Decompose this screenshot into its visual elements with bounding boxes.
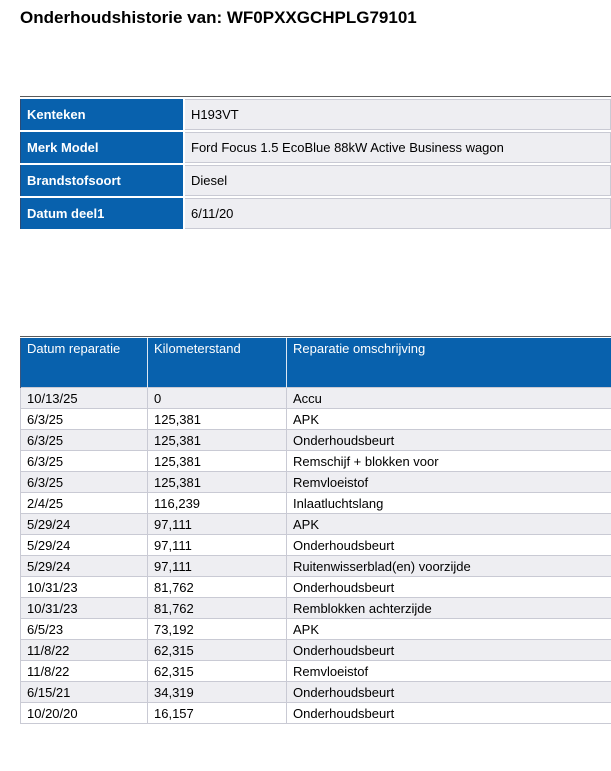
repair-description-cell: Onderhoudsbeurt (286, 576, 611, 598)
repair-history-table: Datum reparatie Kilometerstand Reparatie o… (20, 336, 611, 724)
repair-date-cell: 10/31/23 (20, 597, 148, 619)
table-row: 5/29/24 97,111 Onderhoudsbeurt (20, 534, 611, 556)
odometer-cell: 34,319 (147, 681, 287, 703)
repair-description-cell: Ruitenwisserblad(en) voorzijde (286, 555, 611, 577)
odometer-cell: 97,111 (147, 534, 287, 556)
repair-description-cell: Onderhoudsbeurt (286, 639, 611, 661)
odometer-cell: 81,762 (147, 597, 287, 619)
vehicle-info-row: Brandstofsoort Diesel (20, 165, 611, 196)
odometer-cell: 62,315 (147, 660, 287, 682)
repair-date-cell: 6/3/25 (20, 408, 148, 430)
vehicle-info-label: Kenteken (20, 99, 183, 130)
repair-description-cell: Onderhoudsbeurt (286, 702, 611, 724)
odometer-cell: 125,381 (147, 408, 287, 430)
vehicle-info-value: Diesel (185, 165, 611, 196)
vehicle-info-label: Datum deel1 (20, 198, 183, 229)
column-header: Datum reparatie (20, 338, 148, 388)
page-title: Onderhoudshistorie van: WF0PXXGCHPLG7910… (20, 8, 417, 27)
vehicle-info-label: Merk Model (20, 132, 183, 163)
table-row: 11/8/22 62,315 Onderhoudsbeurt (20, 639, 611, 661)
table-row: 10/31/23 81,762 Remblokken achterzijde (20, 597, 611, 619)
table-row: 6/3/25 125,381 Remschijf + blokken voor (20, 450, 611, 472)
vehicle-info-label: Brandstofsoort (20, 165, 183, 196)
repair-date-cell: 6/15/21 (20, 681, 148, 703)
table-row: 2/4/25 116,239 Inlaatluchtslang (20, 492, 611, 514)
repair-description-cell: Accu (286, 387, 611, 409)
table-row: 10/31/23 81,762 Onderhoudsbeurt (20, 576, 611, 598)
repair-date-cell: 10/13/25 (20, 387, 148, 409)
repair-date-cell: 6/5/23 (20, 618, 148, 640)
vehicle-info-value: H193VT (185, 99, 611, 130)
repair-date-cell: 5/29/24 (20, 513, 148, 535)
repair-date-cell: 11/8/22 (20, 660, 148, 682)
repair-date-cell: 5/29/24 (20, 555, 148, 577)
column-header: Kilometerstand (147, 338, 287, 388)
odometer-cell: 125,381 (147, 471, 287, 493)
odometer-cell: 97,111 (147, 555, 287, 577)
repair-description-cell: Onderhoudsbeurt (286, 534, 611, 556)
table-row: 6/3/25 125,381 Onderhoudsbeurt (20, 429, 611, 451)
odometer-cell: 73,192 (147, 618, 287, 640)
table-row: 10/13/25 0 Accu (20, 387, 611, 409)
vehicle-info-value: Ford Focus 1.5 EcoBlue 88kW Active Busin… (185, 132, 611, 163)
vehicle-info-value: 6/11/20 (185, 198, 611, 229)
repair-description-cell: Inlaatluchtslang (286, 492, 611, 514)
repair-description-cell: Remvloeistof (286, 660, 611, 682)
repair-date-cell: 6/3/25 (20, 471, 148, 493)
repair-history-header-row: Datum reparatie Kilometerstand Reparatie o… (20, 338, 611, 388)
table-row: 6/15/21 34,319 Onderhoudsbeurt (20, 681, 611, 703)
odometer-cell: 81,762 (147, 576, 287, 598)
repair-description-cell: Onderhoudsbeurt (286, 681, 611, 703)
repair-date-cell: 6/3/25 (20, 429, 148, 451)
odometer-cell: 116,239 (147, 492, 287, 514)
repair-description-cell: APK (286, 408, 611, 430)
repair-date-cell: 10/31/23 (20, 576, 148, 598)
vehicle-info-row: Kenteken H193VT (20, 99, 611, 130)
table-row: 6/5/23 73,192 APK (20, 618, 611, 640)
odometer-cell: 0 (147, 387, 287, 409)
odometer-cell: 16,157 (147, 702, 287, 724)
repair-date-cell: 2/4/25 (20, 492, 148, 514)
odometer-cell: 97,111 (147, 513, 287, 535)
vehicle-info-table: Kenteken H193VT Merk Model Ford Focus 1.5 E… (20, 96, 611, 231)
table-row: 11/8/22 62,315 Remvloeistof (20, 660, 611, 682)
repair-description-cell: APK (286, 618, 611, 640)
repair-date-cell: 10/20/20 (20, 702, 148, 724)
table-row: 6/3/25 125,381 Remvloeistof (20, 471, 611, 493)
repair-date-cell: 5/29/24 (20, 534, 148, 556)
repair-description-cell: Remschijf + blokken voor (286, 450, 611, 472)
repair-description-cell: Onderhoudsbeurt (286, 429, 611, 451)
table-row: 10/20/20 16,157 Onderhoudsbeurt (20, 702, 611, 724)
odometer-cell: 125,381 (147, 429, 287, 451)
repair-date-cell: 11/8/22 (20, 639, 148, 661)
odometer-cell: 62,315 (147, 639, 287, 661)
table-row: 6/3/25 125,381 APK (20, 408, 611, 430)
repair-description-cell: Remvloeistof (286, 471, 611, 493)
repair-description-cell: APK (286, 513, 611, 535)
vehicle-info-row: Merk Model Ford Focus 1.5 EcoBlue 88kW Ac… (20, 132, 611, 163)
column-header: Reparatie omschrijving (286, 338, 611, 388)
odometer-cell: 125,381 (147, 450, 287, 472)
repair-history-body: 10/13/25 0 Accu 6/3/25 125,381 APK 6/3/25 125,3… (20, 387, 611, 724)
table-row: 5/29/24 97,111 APK (20, 513, 611, 535)
repair-description-cell: Remblokken achterzijde (286, 597, 611, 619)
vehicle-info-row: Datum deel1 6/11/20 (20, 198, 611, 229)
repair-date-cell: 6/3/25 (20, 450, 148, 472)
table-row: 5/29/24 97,111 Ruitenwisserblad(en) voorzi… (20, 555, 611, 577)
vehicle-info-body: Kenteken H193VT Merk Model Ford Focus 1.5 E… (20, 99, 611, 229)
